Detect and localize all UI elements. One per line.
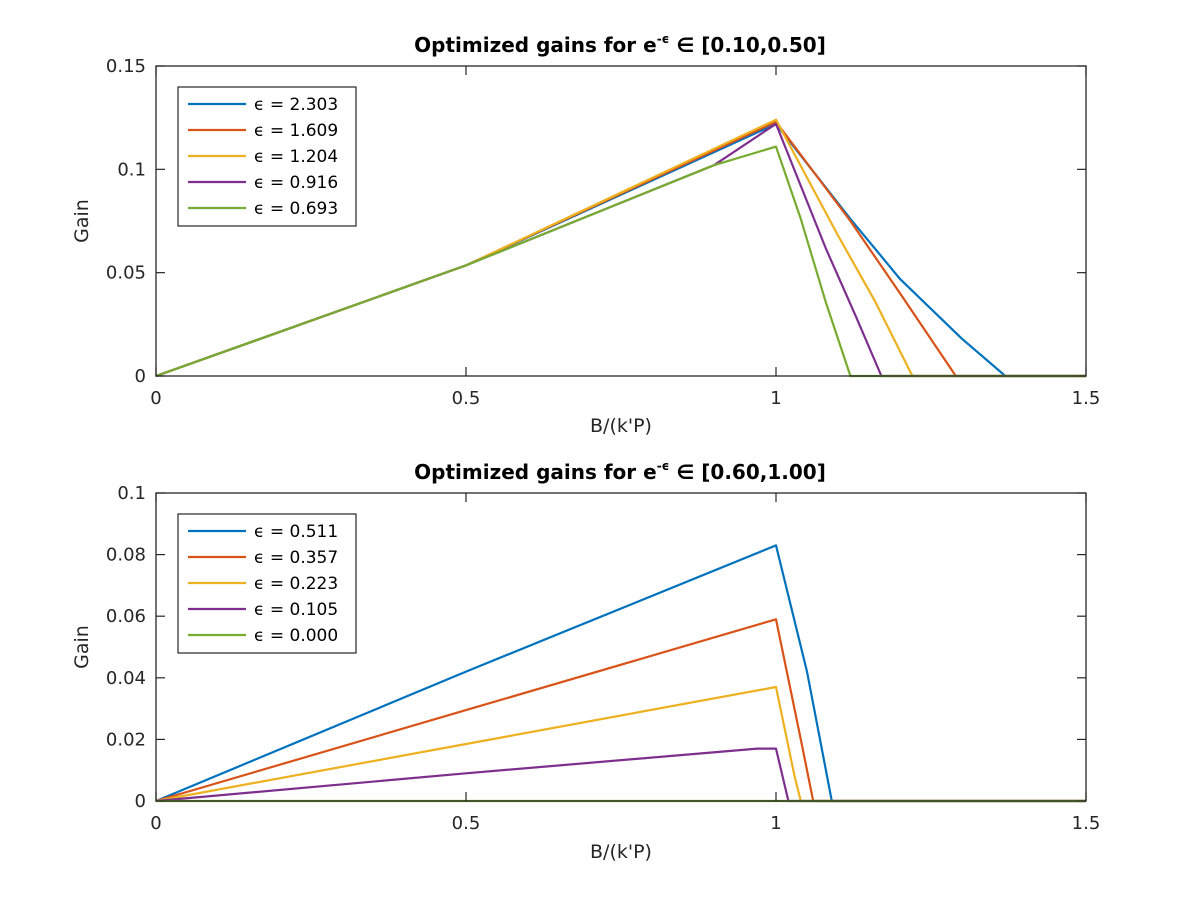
top-x-tick-label: 1 <box>770 388 781 409</box>
bottom-legend-label-3: ϵ = 0.223 <box>254 574 338 594</box>
bottom-legend-label-5: ϵ = 0.000 <box>254 626 338 646</box>
bottom-y-tick-label: 0 <box>135 791 146 812</box>
bottom-legend: ϵ = 0.511 ϵ = 0.357 ϵ = 0.223 ϵ = 0.105 ϵ = … <box>177 513 357 654</box>
top-legend: ϵ = 2.303 ϵ = 1.609 ϵ = 1.204 ϵ = 0.916 ϵ = … <box>177 86 357 227</box>
bottom-legend-label-2: ϵ = 0.357 <box>254 548 338 568</box>
top-x-axis-label: B/(k'P) <box>590 415 652 437</box>
top-legend-label-5: ϵ = 0.693 <box>254 199 338 219</box>
bottom-y-tick-label: 0.06 <box>106 606 146 627</box>
bottom-chart-title: Optimized gains for e-ϵ ∈ [0.60,1.00] <box>414 459 826 484</box>
bottom-x-tick-label: 1.5 <box>1072 813 1101 834</box>
top-y-tick-label: 0.05 <box>106 263 146 284</box>
top-axes-box <box>155 65 1087 377</box>
bottom-y-tick-label: 0.02 <box>106 729 146 750</box>
bottom-x-tick-label: 1 <box>770 813 781 834</box>
bottom-x-axis-label: B/(k'P) <box>590 841 652 863</box>
bottom-x-tick-label: 0.5 <box>452 813 481 834</box>
top-legend-label-1: ϵ = 2.303 <box>254 95 338 115</box>
bottom-y-tick-label: 0.1 <box>117 483 146 504</box>
bottom-y-axis-label: Gain <box>71 625 93 669</box>
top-y-tick-label: 0.15 <box>106 56 146 77</box>
bottom-legend-label-1: ϵ = 0.511 <box>254 522 338 542</box>
top-legend-label-3: ϵ = 1.204 <box>254 147 338 167</box>
bottom-y-tick-label: 0.08 <box>106 545 146 566</box>
top-y-tick-label: 0 <box>135 366 146 387</box>
top-x-tick-label: 0 <box>150 388 161 409</box>
bottom-axes-box <box>155 492 1087 802</box>
top-y-tick-label: 0.1 <box>117 159 146 180</box>
bottom-y-tick-label: 0.04 <box>106 668 146 689</box>
top-x-tick-label: 0.5 <box>452 388 481 409</box>
bottom-x-tick-label: 0 <box>150 813 161 834</box>
top-legend-label-4: ϵ = 0.916 <box>254 173 338 193</box>
top-legend-label-2: ϵ = 1.609 <box>254 121 338 141</box>
bottom-legend-label-4: ϵ = 0.105 <box>254 600 338 620</box>
top-series-line-5 <box>155 145 1086 378</box>
top-x-tick-label: 1.5 <box>1072 388 1101 409</box>
top-chart-title: Optimized gains for e-ϵ ∈ [0.10,0.50] <box>414 32 826 57</box>
top-y-axis-label: Gain <box>71 199 93 243</box>
